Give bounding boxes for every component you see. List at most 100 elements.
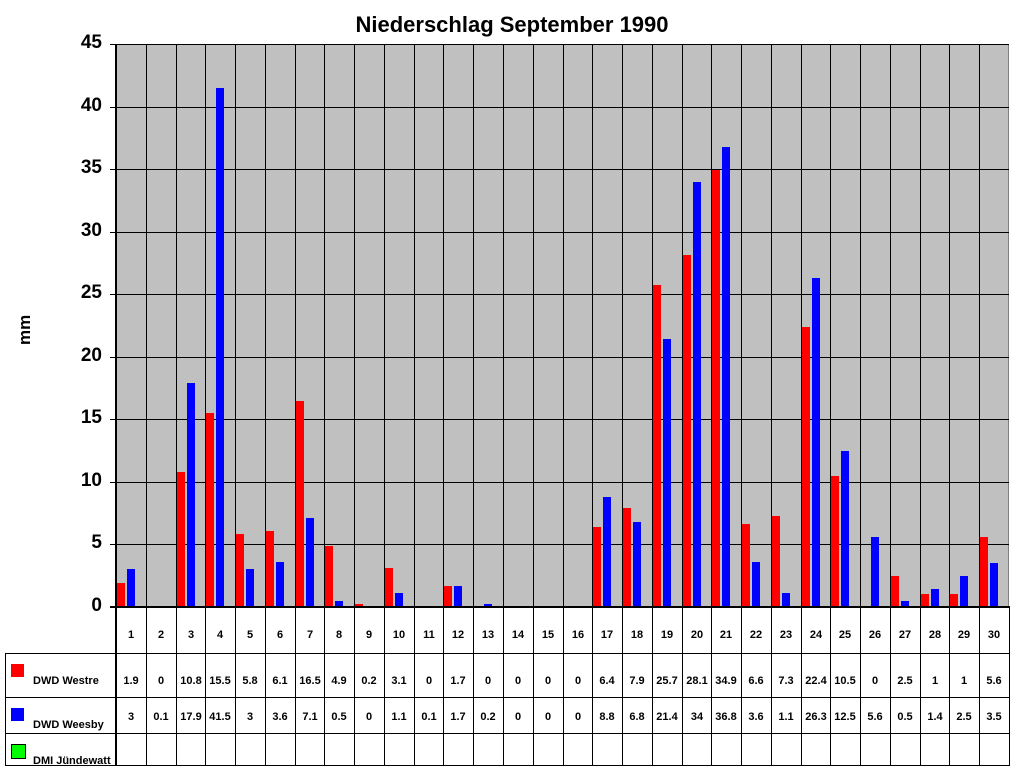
table-cell: 36.8 [715,711,737,723]
table-cell: 28.1 [686,675,708,687]
table-cell: 8.8 [599,711,615,723]
x-tick-label: 16 [571,629,585,641]
x-tick-label: 5 [246,629,254,641]
table-cell: 3 [127,711,135,723]
table-cell: 1 [931,675,939,687]
table-cell: 34 [690,711,704,723]
bar-dwd-weesby [812,278,820,607]
y-tick-label: 35 [80,157,102,178]
table-cell: 10.8 [180,675,202,687]
gridline-v [146,44,147,765]
bar-dwd-westre [177,472,185,607]
bar-dwd-weesby [752,562,760,607]
table-cell: 0.2 [480,711,496,723]
legend-label: DWD Westre [33,675,99,687]
x-tick-label: 26 [868,629,882,641]
x-axis [110,606,1010,608]
gridline-v [503,44,504,765]
table-cell: 0 [544,711,552,723]
x-tick-label: 17 [600,629,614,641]
gridline-v [205,44,206,765]
table-cell: 0 [871,675,879,687]
bar-dwd-weesby [931,589,939,607]
bar-dwd-weesby [633,522,641,607]
x-tick-label: 21 [719,629,733,641]
gridline-v [443,44,444,765]
y-tick-label: 20 [80,345,102,366]
table-cell: 21.4 [656,711,678,723]
x-tick-label: 7 [306,629,314,641]
legend-swatch-dmi-jündewatt [11,744,26,759]
bar-dwd-westre [117,583,125,607]
table-cell: 0 [574,711,582,723]
bar-dwd-weesby [216,88,224,607]
bar-dwd-weesby [603,497,611,607]
gridline-v [176,44,177,765]
bar-dwd-westre [355,604,363,607]
bar-dwd-westre [921,594,929,607]
table-cell: 2.5 [956,711,972,723]
table-cell: 0.2 [361,675,377,687]
bar-dwd-weesby [246,569,254,607]
table-cell: 0 [514,711,522,723]
gridline-v [563,44,564,765]
x-tick-label: 15 [541,629,555,641]
table-hline [5,653,1009,654]
y-tick-label: 0 [91,595,102,616]
bar-dwd-weesby [306,518,314,607]
gridline-v [295,44,296,765]
table-cell: 1.7 [450,675,466,687]
bar-dwd-weesby [722,147,730,607]
x-tick-label: 12 [451,629,465,641]
y-tick-label: 10 [80,470,102,491]
bar-dwd-weesby [990,563,998,607]
bar-dwd-weesby [663,339,671,607]
x-tick-label: 3 [187,629,195,641]
legend-swatch-dwd-westre [11,664,24,677]
gridline-v [354,44,355,765]
x-tick-label: 2 [157,629,165,641]
table-cell: 4.9 [331,675,347,687]
gridline-v [235,44,236,765]
y-tick-label: 45 [80,32,102,53]
y-tick-label: 15 [80,407,102,428]
x-tick-label: 9 [365,629,373,641]
table-cell: 1.9 [123,675,139,687]
table-cell: 1.1 [391,711,407,723]
bar-dwd-weesby [484,604,492,607]
y-tick-label: 5 [91,532,102,553]
bar-dwd-westre [593,527,601,607]
y-axis-label: mm [15,314,34,345]
bar-dwd-westre [891,576,899,607]
x-tick-label: 8 [335,629,343,641]
gridline-v [473,44,474,765]
table-cell: 25.7 [656,675,678,687]
bar-dwd-westre [802,327,810,607]
gridline-v [711,44,712,765]
table-cell: 0.1 [421,711,437,723]
gridline-v [384,44,385,765]
gridline-h [110,232,1009,233]
x-tick-label: 20 [690,629,704,641]
gridline-v [830,44,831,765]
table-cell: 1.4 [927,711,943,723]
gridline-v [622,44,623,765]
bar-dwd-westre [296,401,304,607]
gridline-h [110,294,1009,295]
legend-label: DMI Jündewatt [33,755,111,767]
table-cell: 17.9 [180,711,202,723]
bar-dwd-weesby [782,593,790,607]
gridline-h [110,482,1009,483]
table-hline [5,697,1009,698]
bar-dwd-weesby [127,569,135,607]
gridline-v [771,44,772,765]
x-tick-label: 23 [779,629,793,641]
bar-dwd-westre [385,568,393,607]
gridline-h [110,544,1009,545]
table-cell: 0.5 [331,711,347,723]
bar-dwd-weesby [693,182,701,607]
bar-dwd-weesby [187,383,195,607]
x-tick-label: 25 [838,629,852,641]
bar-dwd-weesby [841,451,849,607]
table-cell: 6.6 [748,675,764,687]
